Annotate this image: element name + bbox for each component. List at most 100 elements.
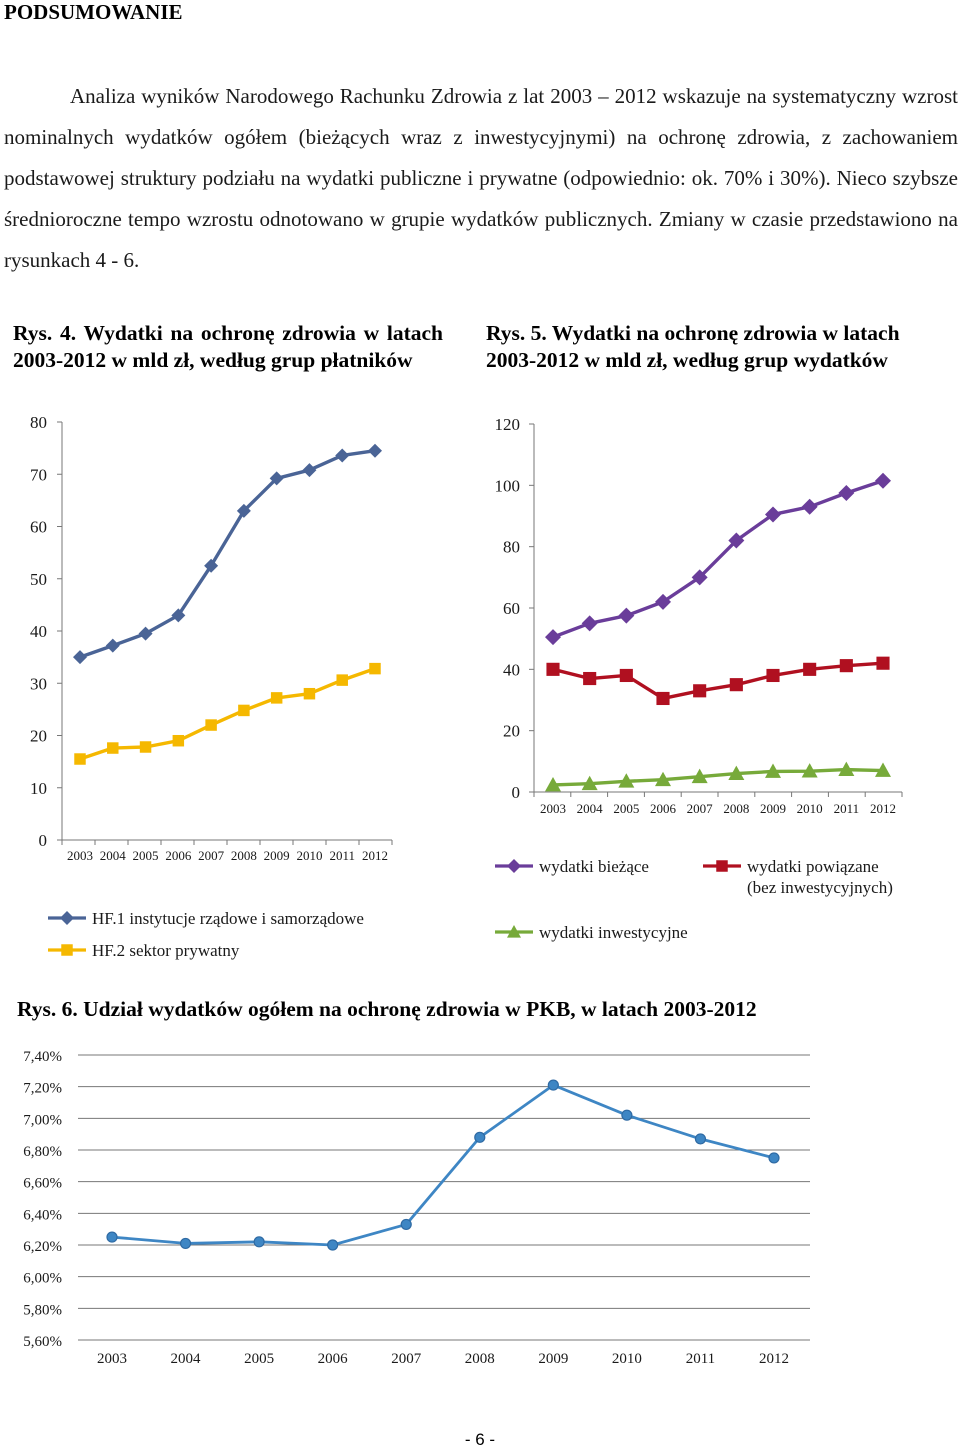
rys4-point [368, 443, 382, 458]
rys5-point [765, 506, 781, 523]
rys4-point [238, 704, 250, 717]
rys6-point [547, 1079, 559, 1091]
rys5-ytick-label: 20 [503, 722, 520, 741]
rys6-point [179, 1237, 192, 1250]
rys6-ytick-label: 7,00% [23, 1112, 62, 1128]
rys4-point [269, 471, 284, 486]
rys4-point [105, 638, 120, 653]
rys4-point [336, 674, 348, 686]
rys5-point [656, 691, 670, 706]
rys5-ytick-label: 100 [495, 476, 521, 495]
summary-text: Analiza wyników Narodowego Rachunku Zdro… [4, 84, 958, 272]
rys6-category-label: 2006 [318, 1351, 349, 1367]
rys5-category-label: 2003 [540, 801, 566, 816]
rys4-ytick-label: 10 [30, 779, 47, 798]
rys6-category-label: 2004 [171, 1351, 202, 1367]
chart6-title: Rys. 6. Udział wydatków ogółem na ochron… [17, 997, 757, 1021]
rys4-ytick-label: 0 [39, 831, 48, 850]
rys5-point [546, 662, 560, 676]
rys5-category-label: 2010 [797, 801, 823, 816]
rys6-category-label: 2003 [97, 1351, 127, 1367]
rys5-point [655, 593, 671, 610]
rys4-point [73, 650, 87, 665]
rys5-legend-biezace-swatch-marker [507, 859, 521, 873]
rys4-series-line-0 [79, 449, 376, 659]
rys5-category-label: 2011 [834, 801, 860, 816]
rys4-category-label: 2012 [362, 848, 388, 863]
rys6-category-label: 2005 [244, 1351, 274, 1367]
rys5-point [618, 607, 635, 624]
rys5-ytick-label: 80 [503, 538, 520, 557]
rys6-ytick-label: 6,20% [23, 1239, 62, 1255]
rys5-point [583, 671, 597, 686]
rys5-legend-inwestycyjne-swatch-marker [507, 925, 521, 938]
rys5-legend-biezace-label: wydatki bieżące [539, 857, 649, 876]
rys6-ytick-label: 5,60% [23, 1334, 62, 1350]
rys4-category-label: 2004 [100, 848, 127, 863]
rys4-point [172, 734, 185, 747]
rys5-category-label: 2006 [650, 801, 677, 816]
rys5-point [838, 485, 855, 501]
rys4-category-label: 2007 [198, 848, 225, 863]
rys6-category-label: 2009 [538, 1351, 568, 1367]
rys4-point [303, 687, 316, 700]
rys6-point [253, 1236, 265, 1248]
rys4-ytick-label: 60 [30, 518, 47, 537]
rys4-point [369, 662, 381, 675]
rys6-series-line-0 [111, 1083, 775, 1247]
rys6-ytick-label: 7,40% [23, 1049, 62, 1065]
rys5-legend-powiazane-swatch-marker [716, 860, 728, 872]
rys5-legend-powiazane-label: (bez inwestycyjnych) [747, 878, 893, 897]
rys6-ytick-label: 5,80% [23, 1302, 62, 1318]
rys4-legend-hf2-swatch-marker [61, 944, 73, 956]
rys5-point [581, 615, 598, 632]
rys5-point [876, 656, 890, 670]
rys6-ytick-label: 6,60% [23, 1176, 62, 1192]
rys4-point [138, 626, 153, 641]
rys5-point [838, 761, 855, 777]
rys5-category-label: 2012 [870, 801, 896, 816]
rys6-category-label: 2011 [686, 1351, 715, 1367]
rys5-point [801, 498, 818, 515]
rys4-series-line-1 [79, 667, 376, 761]
rys5-ytick-label: 60 [503, 599, 520, 618]
rys5-point [801, 763, 818, 778]
rys5-series-line-0 [552, 479, 884, 639]
rys4-category-label: 2008 [231, 848, 257, 863]
rys5-category-label: 2004 [577, 801, 604, 816]
page-heading: PODSUMOWANIE [4, 0, 183, 24]
rys5-point [766, 668, 780, 683]
rys5-point [765, 763, 781, 778]
rys5-point [618, 773, 635, 788]
rys6-ytick-label: 6,40% [23, 1207, 62, 1223]
rys5-category-label: 2007 [687, 801, 714, 816]
rys5-category-label: 2009 [760, 801, 786, 816]
rys5-category-label: 2008 [723, 801, 749, 816]
rys4-ytick-label: 30 [30, 674, 47, 693]
rys6-category-label: 2007 [391, 1351, 422, 1367]
rys6-category-label: 2008 [465, 1351, 495, 1367]
rys4-point [74, 753, 86, 765]
rys5-point [875, 472, 891, 489]
rys5-legend-inwestycyjne-label: wydatki inwestycyjne [539, 923, 688, 942]
rys4-point [204, 558, 219, 573]
rys6-ytick-label: 6,00% [23, 1271, 62, 1287]
rys4-point [139, 741, 152, 753]
rys6-ytick-label: 7,20% [23, 1081, 62, 1097]
rys4-legend-hf2-label: HF.2 sektor prywatny [92, 941, 240, 960]
rys5-point [803, 662, 817, 676]
rys6-category-label: 2012 [759, 1351, 789, 1367]
rys5-point [875, 762, 891, 777]
rys5-point [619, 668, 633, 683]
rys4-point [236, 503, 251, 518]
rys6-category-label: 2010 [612, 1351, 642, 1367]
rys4-point [302, 463, 317, 478]
rys5-point [655, 771, 671, 787]
rys4-point [270, 692, 283, 704]
rys5-point [728, 532, 745, 549]
rys6-point [621, 1109, 633, 1121]
rys4-ytick-label: 80 [30, 413, 47, 432]
page-number: - 6 - [464, 1430, 496, 1449]
rys4-point [171, 608, 186, 623]
